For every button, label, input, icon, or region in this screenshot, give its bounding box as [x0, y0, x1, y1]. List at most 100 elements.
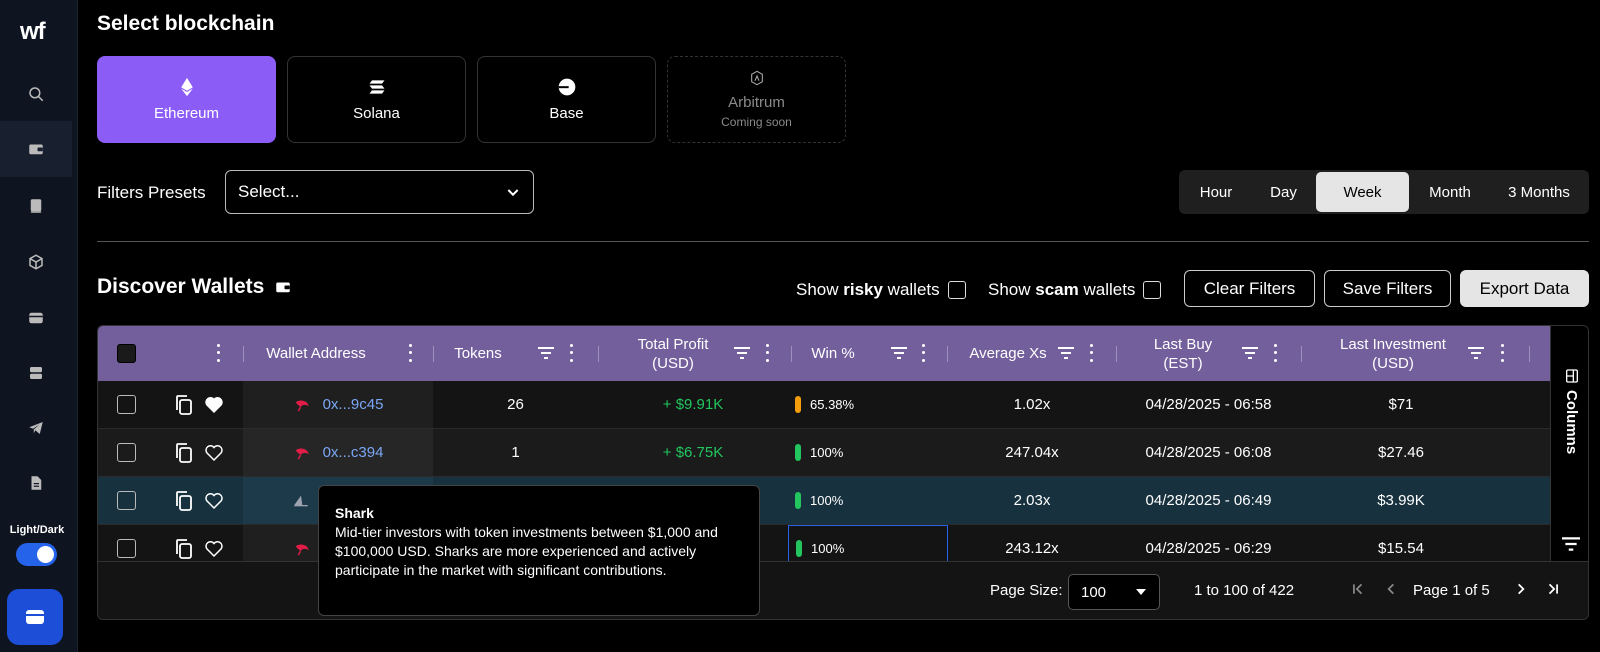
- previous-page-button[interactable]: [1382, 580, 1400, 598]
- show-risky-checkbox[interactable]: [947, 281, 966, 299]
- column-menu-icon[interactable]: [1272, 342, 1278, 364]
- last-page-button[interactable]: [1544, 580, 1562, 598]
- favorite-heart-icon[interactable]: [204, 395, 224, 414]
- table-row[interactable]: 0x...c394 1 + $6.75K 100% 247.04x 04/28/…: [98, 429, 1550, 477]
- chevron-right-icon: [1518, 583, 1525, 595]
- header-last-investment[interactable]: Last Investment (USD): [1340, 335, 1446, 372]
- next-page-button[interactable]: [1512, 580, 1530, 598]
- table-row[interactable]: 100% 2.03x 04/28/2025 - 06:49 $3.99K: [98, 477, 1550, 525]
- filter-icon[interactable]: [1468, 346, 1484, 360]
- row-checkbox[interactable]: [117, 539, 136, 558]
- last-page-icon: [1548, 583, 1558, 595]
- copy-icon[interactable]: [174, 394, 194, 416]
- tooltip-body: Mid-tier investors with token investment…: [335, 524, 718, 578]
- wallet-icon: [276, 282, 291, 293]
- show-scam-checkbox[interactable]: [1143, 281, 1162, 299]
- filter-icon[interactable]: [1058, 346, 1074, 360]
- show-risky-wallets[interactable]: Show risky wallets: [796, 280, 966, 300]
- column-menu-icon[interactable]: [407, 342, 413, 364]
- filter-icon[interactable]: [538, 346, 554, 360]
- server-icon: [30, 367, 42, 379]
- filter-icon[interactable]: [1242, 346, 1258, 360]
- columns-panel-toggle[interactable]: Columns: [1563, 368, 1580, 454]
- header-wallet-address[interactable]: Wallet Address: [266, 345, 366, 362]
- win-cell: 100%: [788, 429, 948, 476]
- column-menu-icon[interactable]: [215, 342, 221, 364]
- sidebar-document[interactable]: [0, 455, 72, 511]
- timeframe-hour[interactable]: Hour: [1199, 183, 1233, 201]
- row-checkbox[interactable]: [117, 443, 136, 462]
- sidebar-telegram[interactable]: [0, 400, 72, 456]
- last-investment-cell: $71: [1388, 396, 1414, 413]
- book-icon: [30, 199, 42, 213]
- row-checkbox[interactable]: [117, 395, 136, 414]
- filter-icon[interactable]: [1562, 536, 1580, 552]
- first-page-icon: [1353, 583, 1363, 595]
- sidebar-cards[interactable]: [0, 290, 72, 346]
- timeframe-3-months[interactable]: 3 Months: [1508, 183, 1570, 201]
- columns-icon: [1565, 369, 1578, 383]
- copy-icon[interactable]: [174, 538, 194, 560]
- filters-presets-value: Select...: [238, 182, 300, 201]
- chain-ethereum[interactable]: Ethereum: [97, 56, 276, 143]
- header-last-buy[interactable]: Last Buy (EST): [1153, 335, 1213, 372]
- chevron-left-icon: [1387, 583, 1394, 595]
- wallet-connect-button[interactable]: [7, 589, 63, 645]
- chain-arbitrum: Arbitrum Coming soon: [667, 56, 846, 143]
- heart-icon[interactable]: [204, 491, 224, 510]
- card-icon: [29, 312, 43, 324]
- clear-filters-button[interactable]: Clear Filters: [1184, 270, 1315, 307]
- chain-label: Ethereum: [153, 105, 220, 122]
- chain-solana[interactable]: Solana: [287, 56, 466, 143]
- avg-xs-cell: 247.04x: [1005, 444, 1059, 461]
- heart-icon[interactable]: [204, 539, 224, 558]
- first-page-button[interactable]: [1349, 580, 1367, 598]
- filter-icon[interactable]: [734, 346, 750, 360]
- show-scam-wallets[interactable]: Show scam wallets: [988, 280, 1162, 300]
- header-win[interactable]: Win %: [811, 345, 855, 362]
- timeframe-week[interactable]: Week: [1316, 172, 1409, 212]
- column-menu-icon[interactable]: [764, 342, 770, 364]
- column-menu-icon[interactable]: [1499, 342, 1505, 364]
- filter-icon[interactable]: [891, 346, 907, 360]
- column-menu-icon[interactable]: [1088, 342, 1094, 364]
- export-data-button[interactable]: Export Data: [1460, 270, 1589, 307]
- tooltip-title: Shark: [335, 505, 374, 521]
- chain-base[interactable]: Base: [477, 56, 656, 143]
- wallet-address-link[interactable]: 0x...9c45: [322, 396, 384, 413]
- app-logo[interactable]: wf: [20, 18, 46, 45]
- header-average-xs[interactable]: Average Xs: [969, 345, 1047, 362]
- table-header: Wallet Address Tokens Total Profit (USD) …: [98, 326, 1550, 381]
- table-row[interactable]: 100% 243.12x 04/28/2025 - 06:29 $15.54: [98, 525, 1550, 572]
- column-menu-icon[interactable]: [568, 342, 574, 364]
- select-all-checkbox[interactable]: [117, 344, 136, 363]
- heart-icon[interactable]: [204, 443, 224, 462]
- sidebar-wallets[interactable]: [0, 121, 72, 177]
- table-row[interactable]: 0x...9c45 26 + $9.91K 65.38% 1.02x 04/28…: [98, 381, 1550, 429]
- wallet-address-cell[interactable]: 0x...c394: [243, 429, 433, 476]
- timeframe-day[interactable]: Day: [1270, 183, 1297, 201]
- sidebar-tokens[interactable]: [0, 234, 72, 290]
- solana-icon: [369, 80, 384, 94]
- column-menu-icon[interactable]: [920, 342, 926, 364]
- save-filters-button[interactable]: Save Filters: [1324, 270, 1451, 307]
- header-total-profit[interactable]: Total Profit (USD): [637, 335, 709, 372]
- wallet-address-link[interactable]: 0x...c394: [322, 444, 384, 461]
- copy-icon[interactable]: [174, 442, 194, 464]
- sidebar-search[interactable]: [0, 66, 72, 122]
- sidebar-docs[interactable]: [0, 178, 72, 234]
- copy-icon[interactable]: [174, 490, 194, 512]
- wallet-icon: [29, 144, 43, 155]
- theme-toggle[interactable]: [16, 543, 57, 566]
- page-size-select[interactable]: 100: [1068, 574, 1160, 610]
- last-buy-cell: 04/28/2025 - 06:08: [1145, 444, 1272, 461]
- shrimp-icon: [295, 400, 309, 411]
- header-tokens[interactable]: Tokens: [454, 345, 502, 362]
- sidebar-servers[interactable]: [0, 345, 72, 401]
- filters-presets-select[interactable]: Select...: [225, 170, 534, 214]
- chain-label: Base: [549, 105, 584, 122]
- wallet-address-cell[interactable]: 0x...9c45: [243, 381, 433, 428]
- timeframe-month[interactable]: Month: [1429, 183, 1471, 201]
- row-checkbox[interactable]: [117, 491, 136, 510]
- caret-down-icon: [1136, 589, 1146, 595]
